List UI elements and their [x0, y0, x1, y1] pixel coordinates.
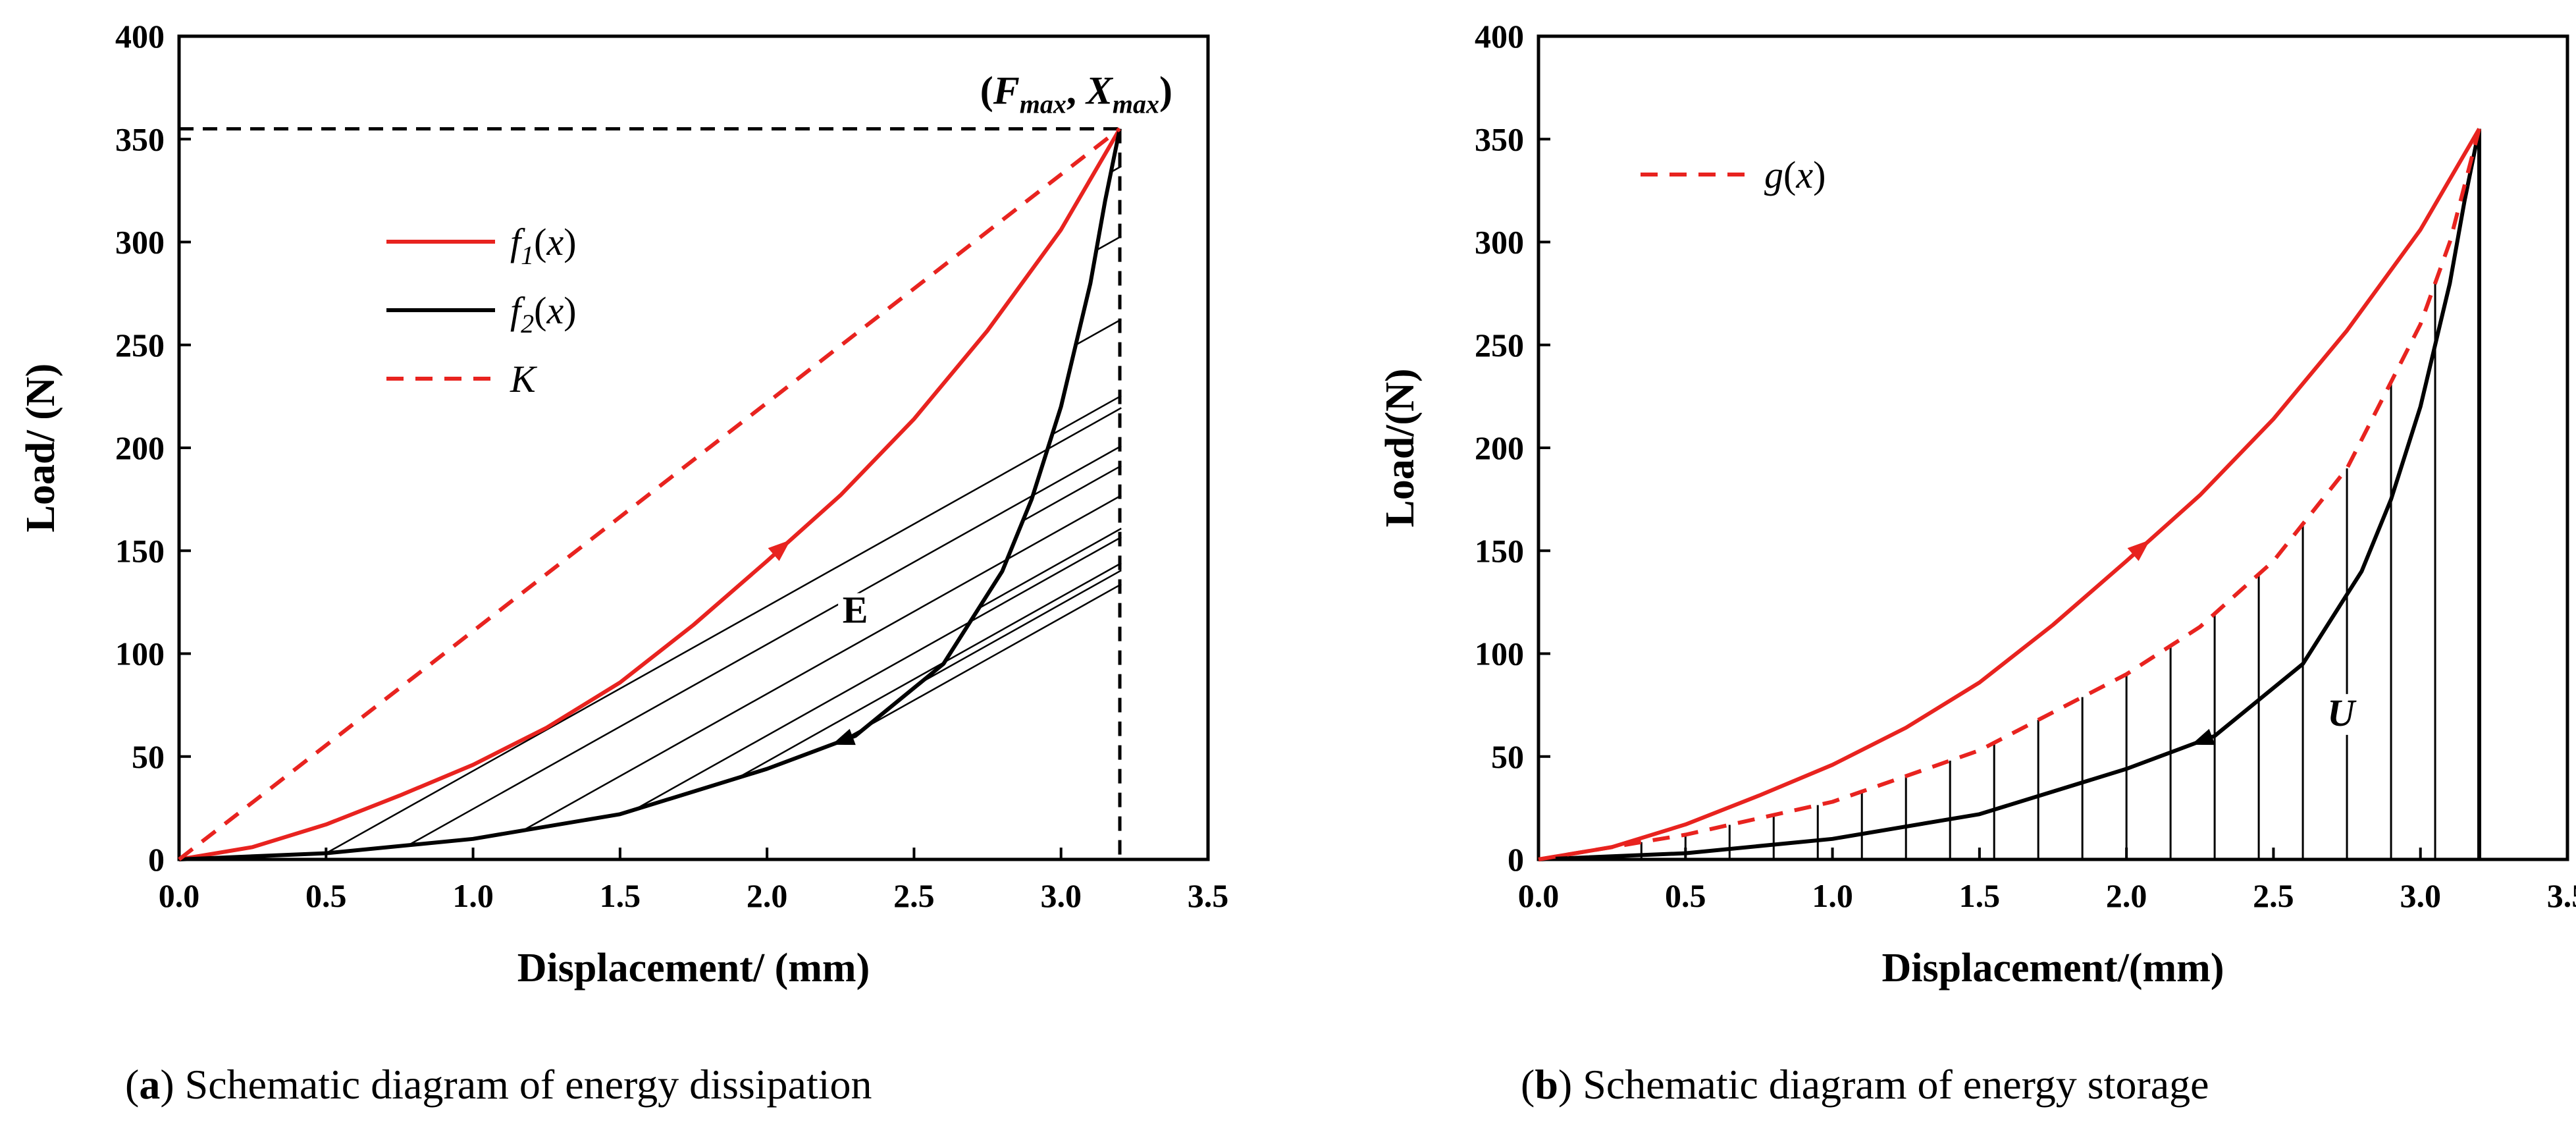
pa-y-axis-label: Load/ (N): [18, 364, 63, 533]
panel-a-energy-dissipation: 0.0 0.5 1.0 1.5 2.0 2.5 3.0 3.5 0 50 100 150 200 250 3…: [18, 18, 1228, 990]
pa-f2-direction-arrow: [831, 728, 856, 745]
pa-series-k: [178, 127, 1121, 861]
pa-y-tick-label: 200: [115, 429, 165, 466]
pa-label-e: E: [843, 589, 868, 632]
caption-a: (a) Schematic diagram of energy dissipat…: [125, 1061, 872, 1108]
pb-x-tick-label: 1.5: [1959, 877, 2001, 914]
pb-y-tick-label: 200: [1475, 429, 1524, 466]
pa-y-tick-label: 400: [115, 18, 165, 55]
caption-a-letter: a: [139, 1061, 161, 1108]
pa-hatch-line: [919, 569, 1122, 684]
pb-y-tick-label: 50: [1491, 738, 1524, 775]
pa-fmax-xmax-label: (Fmax, Xmax): [980, 69, 1172, 119]
pb-y-tick-label: 250: [1475, 327, 1524, 364]
pa-y-tick-label: 300: [115, 224, 165, 261]
pa-x-tick-label: 3.0: [1040, 877, 1082, 914]
caption-b: (b) Schematic diagram of energy storage: [1521, 1061, 2209, 1108]
pb-legend-label-gx: g(x): [1764, 153, 1826, 196]
pa-hatch-line: [407, 445, 1122, 846]
pa-f1-direction-arrow: [768, 539, 791, 561]
pa-x-tick-label: 0.5: [305, 877, 347, 914]
pb-x-tick-label: 1.0: [1812, 877, 1853, 914]
pb-label-u: U: [2327, 691, 2357, 734]
pa-hatch-line: [840, 583, 1122, 742]
pb-x-tick-label: 0.5: [1665, 877, 1706, 914]
pa-x-axis-label: Displacement/ (mm): [517, 946, 870, 990]
panel-b-energy-storage: 0.0 0.5 1.0 1.5 2.0 2.5 3.0 3.5 0 50 100 150 200 250 3…: [1378, 18, 2576, 990]
caption-b-letter: b: [1535, 1061, 1558, 1108]
pa-legend-label-k: K: [510, 358, 538, 400]
pa-y-tick-label: 50: [132, 738, 165, 775]
pb-y-tick-label: 0: [1508, 841, 1524, 878]
pb-x-tick-label: 3.5: [2547, 877, 2576, 914]
pa-y-tick-label: 100: [115, 636, 165, 672]
pb-series-f2x: [1538, 128, 2481, 861]
pb-y-axis-label: Load/(N): [1378, 368, 1423, 527]
pb-f2-direction-arrow: [2191, 728, 2215, 745]
pa-legend-label-f1x: f1(x): [510, 221, 577, 270]
pa-x-tick-label: 3.5: [1188, 877, 1229, 914]
caption-a-text: Schematic diagram of energy dissipation: [184, 1061, 872, 1108]
pb-x-tick-label: 2.0: [2106, 877, 2147, 914]
pb-x-tick-label: 3.0: [2400, 877, 2441, 914]
pa-legend-label-f2x: f2(x): [510, 289, 577, 339]
pa-y-tick-label: 350: [115, 121, 165, 157]
pb-f1-direction-arrow: [2127, 539, 2150, 561]
pa-hatch-line: [325, 407, 1122, 854]
pa-hatch-line: [522, 495, 1122, 832]
pa-hatch-line: [1075, 318, 1122, 346]
pa-x-tick-label: 2.0: [747, 877, 788, 914]
pa-hatch-line: [1051, 394, 1122, 435]
pb-y-tick-label: 150: [1475, 532, 1524, 569]
pb-series-f1x: [1538, 128, 2481, 861]
pb-x-tick-label: 2.5: [2253, 877, 2294, 914]
pa-x-tick-label: 1.0: [452, 877, 494, 914]
pa-hatch-line: [634, 536, 1122, 811]
pb-x-axis-label: Displacement/(mm): [1882, 946, 2224, 990]
pa-x-tick-label: 2.5: [893, 877, 935, 914]
pa-plot-frame: [177, 34, 1210, 861]
pa-label-e-bg: [838, 593, 873, 632]
pa-hatch-line: [1022, 465, 1122, 522]
caption-b-text: Schematic diagram of energy storage: [1583, 1061, 2209, 1108]
pa-x-tick-label: 1.5: [600, 877, 641, 914]
pa-series-f2x: [178, 128, 1122, 861]
pb-plot-frame: [1537, 34, 2569, 861]
pa-y-tick-label: 250: [115, 327, 165, 364]
pa-series-f1x: [178, 128, 1122, 861]
pb-x-tick-label: 0.0: [1518, 877, 1560, 914]
pa-hatch-line: [978, 528, 1122, 609]
pb-y-tick-label: 400: [1475, 18, 1524, 55]
pa-hatch-line: [737, 562, 1122, 779]
pa-hatch-line: [1095, 235, 1122, 252]
pb-label-u-bg: [2325, 693, 2359, 735]
pb-y-tick-label: 350: [1475, 121, 1524, 157]
pa-y-tick-label: 150: [115, 532, 165, 569]
pb-y-tick-label: 300: [1475, 224, 1524, 261]
pa-x-tick-label: 0.0: [159, 877, 200, 914]
pb-y-tick-label: 100: [1475, 636, 1524, 672]
pb-series-gx: [1538, 128, 2481, 861]
pa-y-tick-label: 0: [148, 841, 165, 878]
